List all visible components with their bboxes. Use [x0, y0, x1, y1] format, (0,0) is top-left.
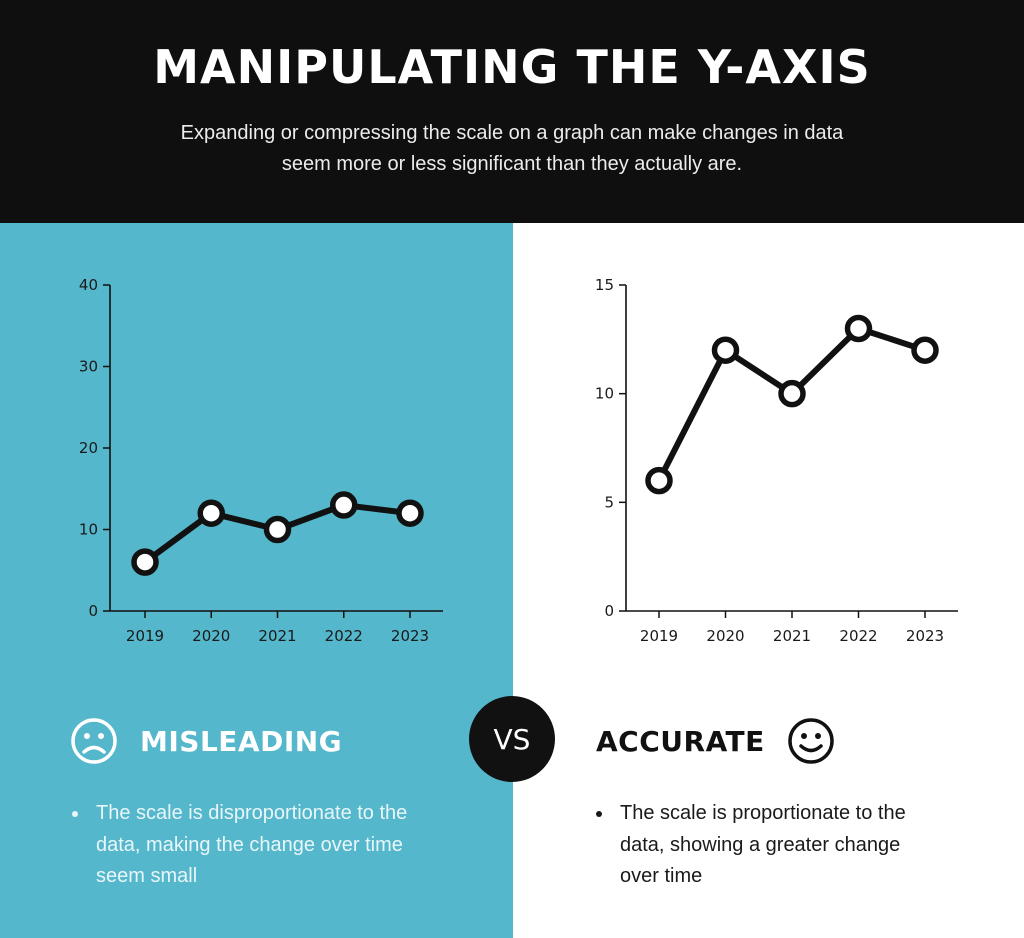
- header-banner: MANIPULATING THE Y-AXIS Expanding or com…: [0, 0, 1024, 223]
- page-subtitle: Expanding or compressing the scale on a …: [180, 122, 844, 175]
- data-point: [131, 548, 159, 576]
- accurate-heading: ACCURATE: [596, 717, 835, 765]
- smiley-face-icon: [788, 718, 834, 764]
- y-tick-label: 10: [79, 521, 98, 539]
- page-title: MANIPULATING THE Y-AXIS: [153, 40, 871, 94]
- sad-face-icon: [71, 718, 117, 764]
- x-tick-label: 2020: [706, 627, 744, 645]
- data-point: [645, 466, 673, 495]
- x-tick-label: 2023: [906, 627, 944, 645]
- misleading-label: MISLEADING: [140, 724, 343, 758]
- y-tick-label: 30: [79, 358, 98, 376]
- vs-badge: VS: [469, 696, 555, 782]
- y-tick-label: 5: [604, 493, 614, 511]
- misleading-heading: MISLEADING: [70, 717, 342, 765]
- x-tick-label: 2019: [126, 627, 164, 645]
- y-tick-label: 0: [604, 602, 614, 620]
- x-tick-label: 2023: [391, 627, 429, 645]
- misleading-bullet-list: The scale is disproportionate to the dat…: [72, 798, 432, 893]
- x-tick-label: 2022: [325, 627, 363, 645]
- accurate-bullet-list: The scale is proportionate to the data, …: [596, 798, 936, 893]
- y-tick-label: 0: [88, 602, 98, 620]
- y-tick-label: 15: [595, 276, 614, 294]
- y-tick-label: 10: [595, 385, 614, 403]
- data-point: [844, 314, 873, 343]
- x-tick-label: 2020: [192, 627, 230, 645]
- misleading-panel: [0, 223, 513, 938]
- accurate-label: ACCURATE: [596, 724, 765, 758]
- data-point: [711, 336, 740, 364]
- y-tick-label: 40: [79, 276, 98, 294]
- data-point: [197, 499, 225, 527]
- misleading-bullet: The scale is disproportionate to the dat…: [72, 798, 432, 893]
- accurate-bullet: The scale is proportionate to the data, …: [596, 798, 936, 893]
- accurate-panel: [513, 223, 1024, 938]
- y-tick-label: 20: [79, 439, 98, 457]
- x-tick-label: 2022: [839, 627, 877, 645]
- x-tick-label: 2021: [773, 627, 811, 645]
- data-point: [396, 499, 424, 527]
- x-tick-label: 2021: [258, 627, 296, 645]
- data-point: [911, 336, 939, 364]
- data-point: [778, 379, 806, 408]
- data-point: [263, 515, 292, 544]
- data-point: [330, 491, 358, 519]
- x-tick-label: 2019: [640, 627, 678, 645]
